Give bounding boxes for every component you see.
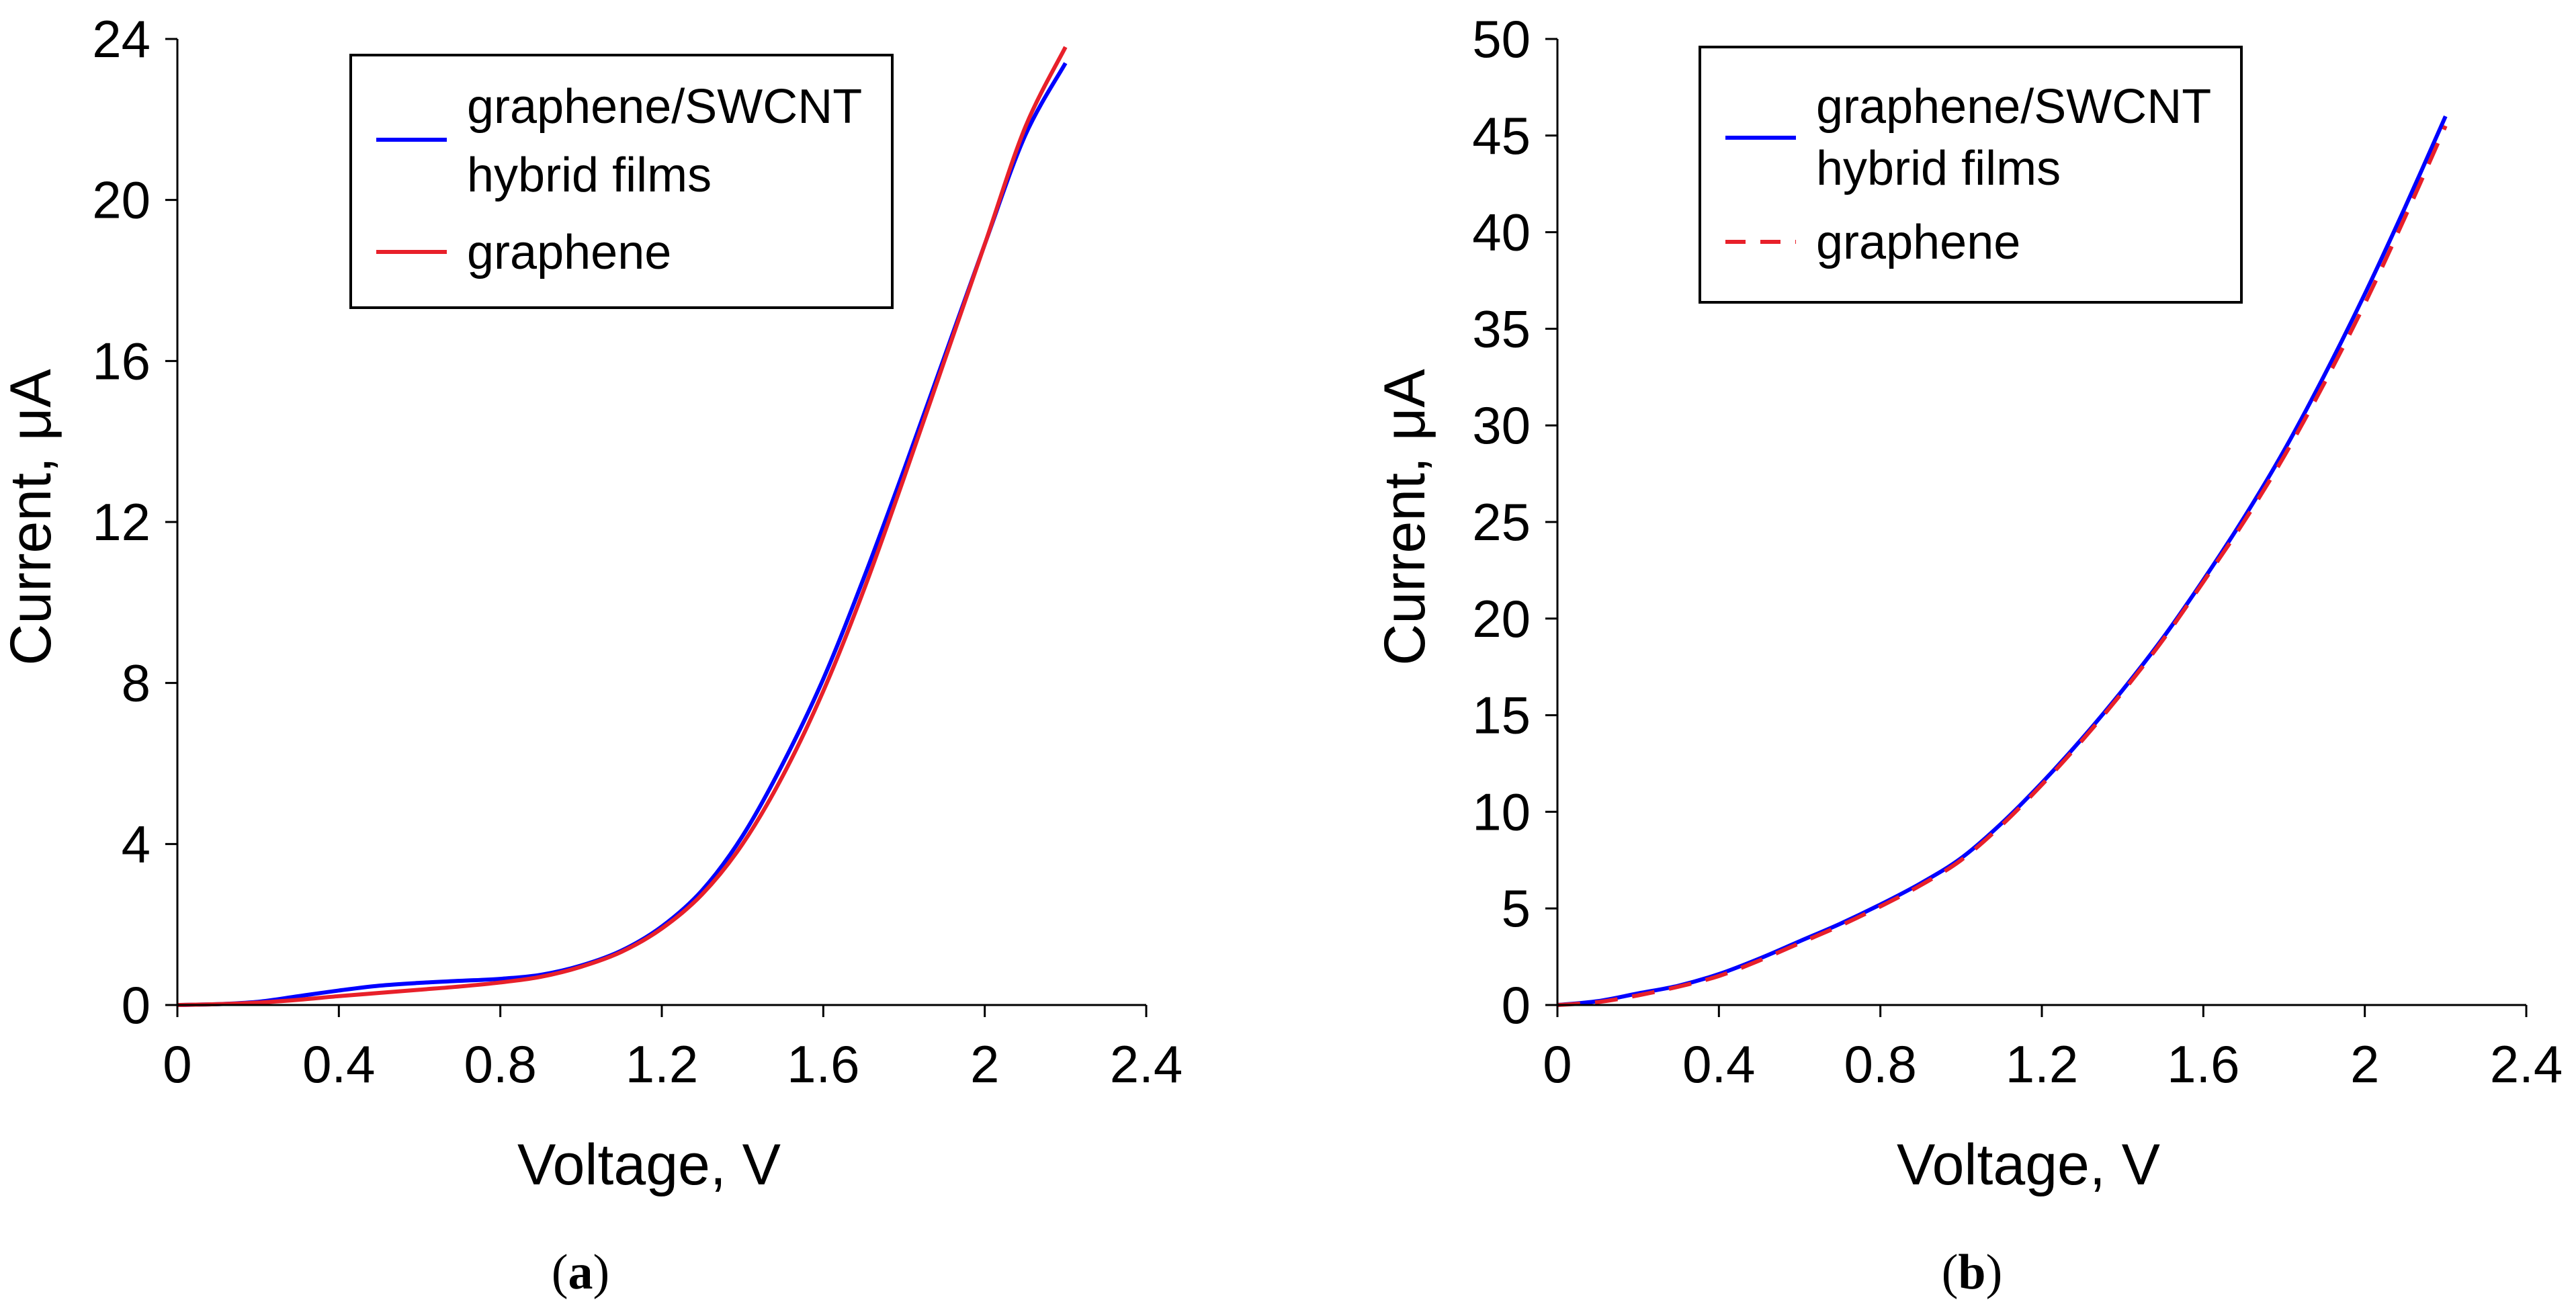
x-tick-label: 1.6	[787, 1035, 859, 1094]
y-tick-label: 45	[1472, 106, 1531, 165]
x-tick-label: 2	[2350, 1035, 2379, 1094]
legend-label: graphene/SWCNT	[1816, 80, 2211, 134]
legend-label: hybrid films	[467, 148, 712, 202]
legend-label: hybrid films	[1816, 142, 2061, 195]
y-tick-label: 24	[92, 9, 151, 69]
chart-b-legend: graphene/SWCNT hybrid films graphene	[1699, 46, 2243, 304]
chart-a-panel-label: (a)	[552, 1245, 609, 1300]
y-tick-label: 50	[1472, 9, 1531, 69]
chart-a-curves	[177, 46, 1068, 1007]
y-tick-label: 20	[1472, 589, 1531, 648]
x-tick-label: 2	[970, 1035, 999, 1094]
x-tick-label: 0.8	[464, 1035, 536, 1094]
legend-label: graphene	[1816, 216, 2020, 269]
y-tick-label: 20	[92, 171, 151, 230]
y-tick-label: 16	[92, 331, 151, 390]
y-tick-label: 15	[1472, 686, 1531, 745]
chart-b-ticks: 0 0.4 0.8 1.2 1.6 2 2.4 0 5 10 15 20 25 30 35 40 45 50	[1472, 9, 2563, 1094]
chart-panel-b: 0 0.4 0.8 1.2 1.6 2 2.4 0 5 10 15 20 25 30 35 40 45 50 Vo…	[1373, 9, 2563, 1300]
y-tick-label: 25	[1472, 492, 1531, 552]
y-tick-label: 10	[1472, 782, 1531, 841]
y-tick-label: 12	[92, 492, 151, 552]
legend-box	[1699, 46, 2243, 304]
legend-label: graphene	[467, 226, 671, 279]
chart-b-panel-label: (b)	[1942, 1245, 2002, 1300]
chart-a-ylabel: Current, μA	[0, 369, 63, 666]
series-line-graphene	[1557, 125, 2448, 1007]
chart-a-xlabel: Voltage, V	[517, 1133, 781, 1197]
y-tick-label: 35	[1472, 299, 1531, 358]
y-tick-label: 30	[1472, 396, 1531, 455]
y-tick-label: 0	[122, 975, 151, 1035]
y-tick-label: 8	[122, 654, 151, 713]
chart-a-legend: graphene/SWCNT hybrid films graphene	[349, 54, 894, 309]
chart-a-ticks: 0 0.4 0.8 1.2 1.6 2 2.4 0 4 8 12 16 20 24	[92, 9, 1183, 1094]
series-line-graphene	[177, 46, 1068, 1007]
y-tick-label: 5	[1502, 879, 1531, 938]
y-tick-label: 4	[122, 814, 151, 873]
x-tick-label: 1.6	[2167, 1035, 2239, 1094]
x-tick-label: 0	[1543, 1035, 1572, 1094]
x-tick-label: 2.4	[2490, 1035, 2563, 1094]
legend-label: graphene/SWCNT	[467, 80, 862, 134]
legend-box	[349, 54, 894, 309]
chart-b-xlabel: Voltage, V	[1897, 1133, 2160, 1197]
x-tick-label: 0.4	[1682, 1035, 1755, 1094]
chart-b-ylabel: Current, μA	[1373, 369, 1437, 666]
x-tick-label: 0	[163, 1035, 191, 1094]
y-tick-label: 0	[1502, 975, 1531, 1035]
x-tick-label: 0.4	[302, 1035, 375, 1094]
x-tick-label: 2.4	[1110, 1035, 1183, 1094]
y-tick-label: 40	[1472, 203, 1531, 262]
x-tick-label: 0.8	[1844, 1035, 1916, 1094]
x-tick-label: 1.2	[2006, 1035, 2078, 1094]
chart-b-curves	[1557, 115, 2448, 1007]
x-tick-label: 1.2	[626, 1035, 698, 1094]
